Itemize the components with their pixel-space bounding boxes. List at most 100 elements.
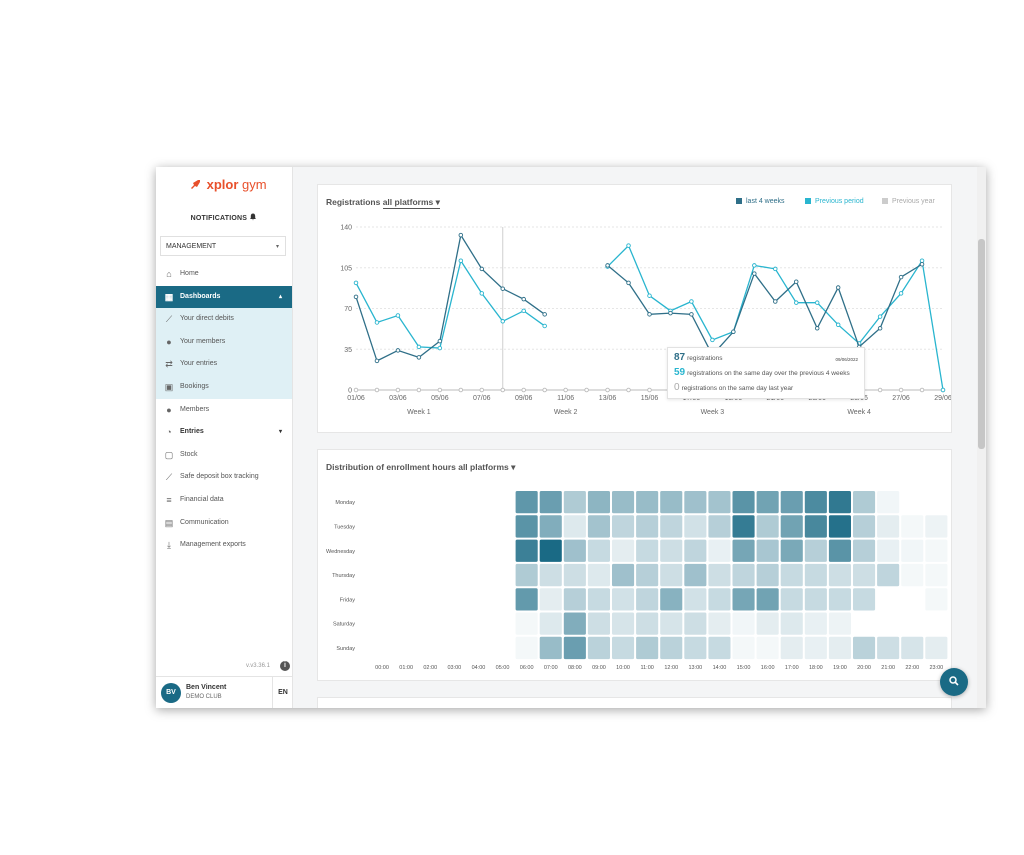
- sidebar-item-direct-debits[interactable]: ⟋ Your direct debits: [156, 308, 292, 331]
- heatmap-cell: [901, 563, 924, 587]
- info-icon[interactable]: i: [280, 661, 290, 671]
- tooltip-text: registrations on the same day over the p…: [687, 370, 850, 377]
- x-tick-label: 09/06: [515, 395, 533, 402]
- heatmap-cell: [660, 612, 683, 635]
- registrations-title: Registrations all platforms ▾: [326, 197, 440, 209]
- legend-item-previous-year[interactable]: Previous year: [882, 198, 935, 205]
- heatmap-cell: [563, 636, 586, 660]
- heatmap-col-label: 14:00: [713, 665, 727, 671]
- heatmap-cell: [901, 636, 924, 660]
- brand-logo[interactable]: xplor gym: [190, 177, 267, 192]
- heatmap-cell: [636, 588, 659, 611]
- platform-select[interactable]: all platforms ▾: [382, 197, 440, 209]
- legend-item-last-4-weeks[interactable]: last 4 weeks: [736, 198, 785, 205]
- heatmap-col-label: 04:00: [472, 665, 486, 671]
- data-point: [605, 387, 610, 393]
- heatmap-cell: [804, 539, 827, 562]
- sidebar-item-members[interactable]: ● Members: [156, 399, 292, 422]
- sidebar-item-your-members[interactable]: ● Your members: [156, 330, 292, 354]
- legend-item-previous-period[interactable]: Previous period: [805, 198, 864, 205]
- data-point: [919, 262, 925, 267]
- sidebar-item-label: Communication: [180, 518, 229, 526]
- sidebar-item-home[interactable]: ⌂ Home: [156, 263, 292, 286]
- sidebar-item-label: Your entries: [180, 360, 218, 368]
- heatmap-cell: [660, 491, 683, 514]
- heatmap-cell: [636, 515, 659, 538]
- entries-icon: ⇄: [165, 359, 173, 370]
- data-point: [626, 280, 631, 286]
- distribution-title[interactable]: Distribution of enrollment hours all pla…: [326, 462, 515, 473]
- data-point: [521, 387, 526, 393]
- heatmap-col-label: 09:00: [592, 665, 606, 671]
- heatmap-cell: [853, 491, 876, 514]
- data-point: [437, 345, 443, 351]
- notifications-label: NOTIFICATIONS: [190, 215, 248, 222]
- data-point: [458, 258, 464, 264]
- heatmap-cell: [877, 636, 900, 660]
- heatmap-cell: [828, 515, 851, 538]
- heatmap-row-label: Friday: [340, 597, 356, 603]
- scrollbar-thumb[interactable]: [978, 239, 985, 449]
- sidebar-item-stock[interactable]: ▢ Stock: [156, 444, 292, 467]
- heatmap-cell: [756, 515, 779, 538]
- heatmap-cell: [515, 636, 538, 660]
- data-point: [500, 387, 505, 393]
- data-point: [479, 266, 485, 272]
- heatmap-cell: [636, 563, 659, 587]
- heatmap-col-label: 11:00: [640, 665, 653, 671]
- data-point: [437, 338, 443, 344]
- sidebar-item-management-exports[interactable]: ⤓ Management exports: [156, 534, 292, 557]
- tooltip-row: 0 registrations on the same day last year: [674, 382, 793, 393]
- data-point: [919, 387, 925, 393]
- heatmap-col-label: 13:00: [688, 665, 702, 671]
- data-point: [689, 299, 694, 304]
- sidebar-item-your-entries[interactable]: ⇄ Your entries: [156, 353, 292, 376]
- heatmap-row-label: Sunday: [336, 646, 355, 652]
- heatmap-col-label: 17:00: [785, 665, 799, 671]
- sidebar-item-entries[interactable]: ◔ Entries ▾: [156, 421, 292, 444]
- x-tick-label: 03/06: [389, 395, 407, 402]
- heatmap-cell: [756, 539, 779, 562]
- heatmap-row-label: Tuesday: [334, 524, 355, 530]
- legend-swatch: [882, 198, 888, 205]
- heatmap-cell: [660, 539, 683, 562]
- scrollbar[interactable]: [977, 167, 986, 708]
- sidebar-item-communication[interactable]: ▤ Communication: [156, 512, 292, 535]
- legend-swatch: [805, 198, 811, 205]
- user-name: Ben Vincent: [186, 684, 227, 691]
- language-switch[interactable]: EN: [272, 677, 293, 708]
- y-tick-label: 35: [344, 347, 352, 354]
- heatmap-cell: [587, 563, 610, 587]
- section-select[interactable]: MANAGEMENT ▾: [160, 236, 286, 256]
- sidebar-item-label: Financial data: [180, 495, 224, 503]
- sidebar-item-label: Management exports: [180, 541, 246, 549]
- data-point: [521, 308, 526, 314]
- heatmap-cell: [780, 515, 803, 538]
- sidebar-item-dashboards[interactable]: ▦ Dashboards ▴: [156, 285, 292, 309]
- chevron-up-icon: ▴: [278, 293, 282, 300]
- sidebar-item-label: Members: [180, 405, 210, 413]
- data-point: [521, 296, 526, 302]
- heatmap-cell: [587, 515, 610, 538]
- sidebar-item-financial-data[interactable]: ≡ Financial data: [156, 489, 292, 512]
- search-button[interactable]: [940, 668, 968, 696]
- data-point: [898, 274, 904, 280]
- heatmap-cell: [539, 539, 562, 562]
- sidebar-item-label: Your direct debits: [180, 315, 234, 323]
- registrations-title-text: Registrations: [326, 197, 381, 207]
- sidebar-item-bookings[interactable]: ▣ Bookings: [156, 375, 292, 399]
- heatmap-cell: [756, 563, 779, 587]
- notifications-link[interactable]: NOTIFICATIONS: [156, 213, 292, 222]
- stock-icon: ▢: [164, 449, 174, 460]
- heatmap-col-label: 01:00: [399, 665, 413, 671]
- sidebar-item-safe-deposit[interactable]: ⟋ Safe deposit box tracking: [156, 466, 292, 489]
- heatmap-cell: [756, 612, 779, 635]
- legend-swatch: [736, 198, 742, 205]
- chevron-down-icon: ▾: [435, 197, 440, 207]
- data-point: [395, 387, 401, 393]
- user-panel[interactable]: BV Ben Vincent DEMO CLUB EN: [156, 676, 292, 708]
- heatmap-row-label: Thursday: [332, 573, 355, 579]
- series-line-1: [355, 259, 546, 349]
- heatmap-cell: [563, 491, 586, 514]
- heatmap-cell: [515, 515, 538, 538]
